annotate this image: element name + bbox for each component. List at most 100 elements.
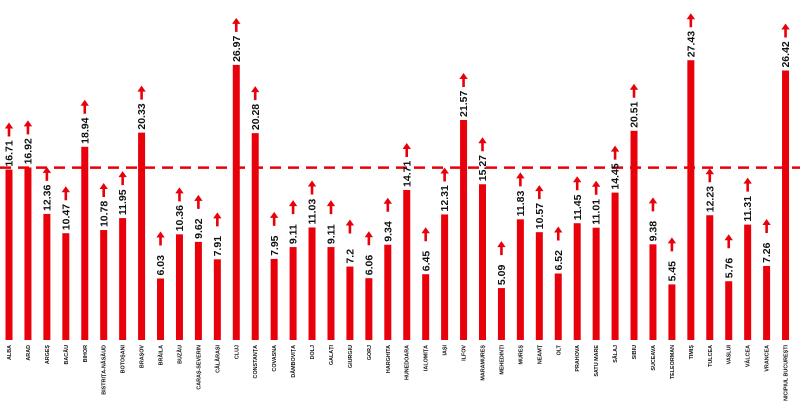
up-arrow-icon <box>194 194 203 209</box>
up-arrow-icon <box>175 187 184 202</box>
category-label: SUCEAVA <box>651 345 657 371</box>
bar-40 <box>744 224 752 340</box>
category-label: TIMIȘ <box>689 345 695 360</box>
value-label: 11.01 <box>591 199 603 225</box>
value-label: 5.45 <box>667 261 679 282</box>
bar-24 <box>441 214 449 340</box>
up-arrow-icon <box>497 241 506 256</box>
bar-15 <box>270 258 278 340</box>
value-label: 10.78 <box>98 201 110 227</box>
bar-1 <box>5 169 13 340</box>
value-label: 12.23 <box>704 186 716 212</box>
value-label: 6.45 <box>420 251 432 272</box>
category-label: ALBA <box>7 345 13 360</box>
category-label: HUNEDOARA <box>405 345 411 380</box>
up-arrow-icon <box>251 86 260 101</box>
bar-36 <box>668 284 676 340</box>
category-label: MARAMUREȘ <box>481 345 487 381</box>
value-label: 11.45 <box>572 194 584 220</box>
value-label: 11.83 <box>515 190 527 216</box>
bar-38 <box>706 215 714 340</box>
bar-41 <box>763 265 771 340</box>
bar-14 <box>251 133 259 340</box>
category-label: BRĂILA <box>158 345 165 365</box>
value-label: 14.71 <box>401 161 413 187</box>
bar-22 <box>403 189 411 340</box>
up-arrow-icon <box>61 186 71 201</box>
bar-9 <box>157 278 165 340</box>
category-label: IAȘI <box>443 344 449 355</box>
value-label: 15.27 <box>477 155 489 181</box>
bar-28 <box>516 219 524 340</box>
value-label: 7.95 <box>269 235 281 256</box>
bar-2 <box>24 167 32 340</box>
up-arrow-icon <box>610 145 620 160</box>
value-label: 18.94 <box>79 117 91 143</box>
value-label: 6.03 <box>155 255 167 276</box>
up-arrow-icon <box>213 212 222 227</box>
up-arrow-icon <box>573 176 582 191</box>
category-label: VASLUI <box>727 345 733 365</box>
bar-12 <box>213 259 221 340</box>
up-arrow-icon <box>118 171 127 186</box>
category-label: GALAȚI <box>329 344 335 365</box>
value-label: 16.92 <box>23 138 35 164</box>
category-label: MUREȘ <box>518 345 524 365</box>
up-arrow-icon <box>781 23 790 38</box>
value-label: 9.11 <box>326 224 338 244</box>
value-label: 6.06 <box>363 255 375 276</box>
category-label: BUZĂU <box>176 345 183 364</box>
value-label: 10.47 <box>60 204 72 230</box>
bar-10 <box>175 234 183 340</box>
value-label: 20.33 <box>136 103 148 129</box>
category-label: NEAMȚ <box>537 344 543 364</box>
category-label: ILFOV <box>462 345 468 361</box>
up-arrow-icon <box>459 72 468 87</box>
category-label: BACĂU <box>63 345 70 365</box>
bar-13 <box>232 64 240 340</box>
up-arrow-icon <box>364 231 374 246</box>
up-arrow-icon <box>743 177 752 192</box>
category-label: SĂLAJ <box>612 345 619 363</box>
value-label: 9.11 <box>288 224 300 244</box>
value-label: 12.31 <box>439 185 451 211</box>
bar-20 <box>365 278 373 340</box>
up-arrow-icon <box>667 237 677 252</box>
category-label: SATU MARE <box>594 345 600 377</box>
up-arrow-icon <box>99 183 108 198</box>
value-label: 26.97 <box>231 35 243 61</box>
bar-34 <box>630 130 638 340</box>
bar-30 <box>554 273 562 340</box>
value-label: 21.57 <box>458 91 470 117</box>
value-label: 5.76 <box>723 258 735 279</box>
up-arrow-icon <box>648 197 658 212</box>
up-arrow-icon <box>535 185 544 200</box>
category-label: GORJ <box>367 345 373 360</box>
bar-42 <box>782 70 790 341</box>
category-label: DÂMBOVIȚA <box>290 345 297 378</box>
up-arrow-icon <box>345 219 355 234</box>
bar-8 <box>138 132 146 340</box>
value-label: 26.42 <box>780 41 792 67</box>
category-label: OLT <box>556 344 562 355</box>
value-label: 27.43 <box>685 31 697 57</box>
category-label: MEHEDINȚI <box>499 345 505 375</box>
bar-39 <box>725 281 733 340</box>
category-label: PRAHOVA <box>575 345 581 372</box>
category-label: SIBIU <box>632 345 638 359</box>
up-arrow-icon <box>4 122 14 137</box>
bar-31 <box>573 223 581 340</box>
up-arrow-icon <box>421 227 430 242</box>
category-label: ARAD <box>26 345 32 361</box>
up-arrow-icon <box>288 200 298 215</box>
category-label: CONSTANȚA <box>253 345 259 379</box>
up-arrow-icon <box>80 99 89 114</box>
value-label: 10.57 <box>534 203 546 229</box>
category-label: COVASNA <box>272 345 278 372</box>
category-label: BOTOȘANI <box>121 345 127 374</box>
bar-6 <box>100 230 108 340</box>
category-label: MUNICIPIUL BUCUREȘTI <box>784 345 790 401</box>
up-arrow-icon <box>478 137 487 152</box>
value-label: 7.2 <box>345 249 357 264</box>
